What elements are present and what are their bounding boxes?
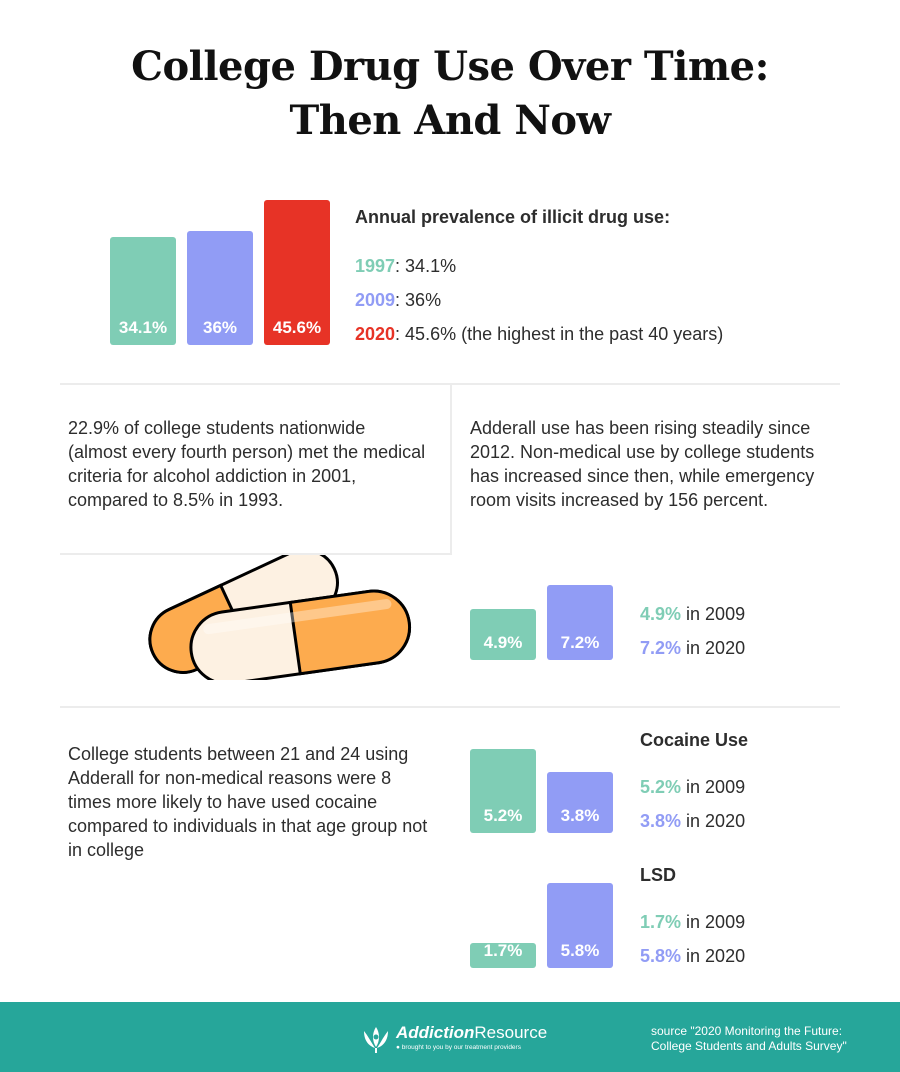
adderall-text: Adderall use has been rising steadily si… [470, 418, 815, 510]
legend-value: 1.7% [640, 912, 682, 932]
bar-value-label: 5.2% [483, 806, 523, 825]
lotus-logo-icon [364, 1027, 388, 1053]
source-line-1: source "2020 Monitoring the Future: [651, 1024, 843, 1038]
bar-2020: 3.8% [547, 772, 613, 833]
lsd-chart: 1.7% 5.8% [470, 883, 620, 968]
logo-regular: Resource [474, 1023, 548, 1042]
logo-tagline-text: brought to you by our treatment provider… [401, 1044, 521, 1051]
bar-2020: 7.2% [547, 585, 613, 660]
legend-value: 4.9% [640, 604, 682, 624]
lsd-heading: LSD [640, 865, 676, 885]
adderall-legend-2020: 7.2% in 2020 [640, 638, 745, 659]
bar-2009: 5.2% [470, 749, 536, 833]
legend-year: 1997 [355, 256, 396, 276]
legend-2009: 2009: 36% [355, 290, 441, 311]
adderall-legend-2009: 4.9% in 2009 [640, 604, 745, 625]
bar-2009: 1.7% [470, 941, 536, 968]
cocaine-chart: 5.2% 3.8% [470, 749, 620, 833]
legend-1997: 1997: 34.1% [355, 256, 456, 277]
bar-1997: 34.1% [110, 237, 176, 345]
legend-text: in 2009 [681, 912, 746, 932]
bar-2009: 4.9% [470, 609, 536, 660]
bar-value-label: 3.8% [560, 806, 600, 825]
legend-text: in 2009 [681, 604, 746, 624]
bar-value-label: 34.1% [118, 318, 168, 337]
legend-text: : 36% [395, 290, 442, 310]
legend-2020: 2020: 45.6% (the highest in the past 40 … [355, 324, 723, 345]
legend-text: in 2020 [681, 638, 746, 658]
legend-year: 2009 [355, 290, 396, 310]
pills-icon [148, 555, 412, 680]
legend-text: in 2020 [681, 946, 746, 966]
bar-value-label: 45.6% [272, 318, 322, 337]
cocaine-heading: Cocaine Use [640, 730, 749, 750]
adderall-chart: 4.9% 7.2% [470, 585, 620, 660]
title-line-1: College Drug Use Over Time: [131, 43, 769, 90]
cocaine-text: College students between 21 and 24 using… [68, 744, 428, 860]
lsd-legend-2009: 1.7% in 2009 [640, 912, 745, 933]
legend-text: in 2009 [681, 777, 746, 797]
page-title: College Drug Use Over Time: Then And Now [0, 40, 900, 148]
divider [450, 383, 452, 555]
divider [60, 553, 450, 555]
illicit-drug-heading: Annual prevalence of illicit drug use: [355, 207, 671, 227]
logo-wordmark[interactable]: AddictionResource [396, 1023, 547, 1043]
bar-value-label: 1.7% [483, 941, 523, 960]
divider [60, 706, 840, 708]
illicit-drug-chart: 34.1% 36% 45.6% [110, 200, 330, 345]
logo-tagline: ● brought to you by our treatment provid… [396, 1044, 521, 1051]
cocaine-legend-2009: 5.2% in 2009 [640, 777, 745, 798]
bar-value-label: 36% [202, 318, 238, 337]
source-line-2: College Students and Adults Survey" [651, 1039, 847, 1053]
cocaine-legend-2020: 3.8% in 2020 [640, 811, 745, 832]
bar-2020: 45.6% [264, 200, 330, 345]
legend-value: 3.8% [640, 811, 682, 831]
legend-year: 2020 [355, 324, 396, 344]
bar-2009: 36% [187, 231, 253, 345]
bar-value-label: 7.2% [560, 633, 600, 652]
bar-value-label: 4.9% [483, 633, 523, 652]
logo-bold: Addiction [396, 1023, 475, 1042]
legend-value: 5.2% [640, 777, 682, 797]
source-citation: source "2020 Monitoring the Future: Coll… [651, 1024, 847, 1054]
info-icon: ● [396, 1044, 402, 1051]
bar-value-label: 5.8% [560, 941, 600, 960]
bar-2020: 5.8% [547, 883, 613, 968]
footer: AddictionResource ● brought to you by ou… [0, 1002, 900, 1072]
legend-value: 7.2% [640, 638, 682, 658]
alcohol-text: 22.9% of college students nationwide (al… [68, 418, 426, 510]
legend-value: 5.8% [640, 946, 682, 966]
lsd-legend-2020: 5.8% in 2020 [640, 946, 745, 967]
legend-text: : 34.1% [395, 256, 457, 276]
legend-text: : 45.6% (the highest in the past 40 year… [395, 324, 724, 344]
title-line-2: Then And Now [289, 97, 612, 144]
legend-text: in 2020 [681, 811, 746, 831]
